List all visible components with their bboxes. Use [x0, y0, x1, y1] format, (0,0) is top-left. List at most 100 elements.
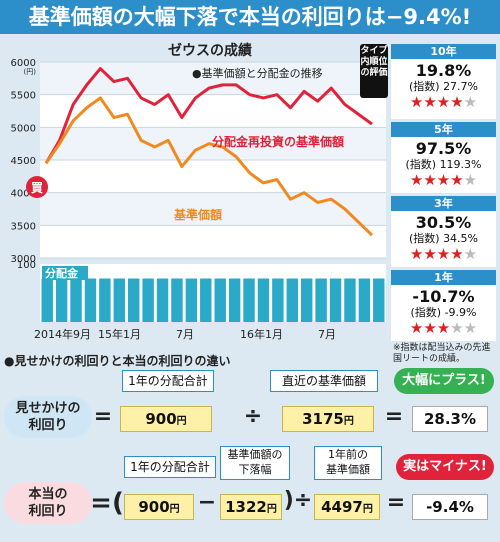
value: 3175	[302, 410, 344, 428]
unit: 円	[362, 504, 373, 515]
buy-marker-label: 買	[31, 181, 43, 195]
star-empty-icon: ★	[463, 171, 478, 189]
positive-bubble: 大幅にプラス!	[394, 368, 494, 394]
headline-banner: 基準価額の大幅下落で本当の利回りは−9.4%!	[0, 0, 500, 34]
panel-period: 3年	[391, 196, 496, 211]
dividend-bar	[243, 278, 255, 322]
chart-subtitle: ●基準価額と分配金の推移	[192, 66, 323, 80]
x-tick-label: 7月	[176, 328, 194, 341]
panel-index: (指数) 119.3%	[405, 158, 482, 171]
negative-bubble: 実はマイナス!	[396, 454, 494, 480]
star-filled-icon: ★	[409, 171, 424, 189]
apparent-result: 28.3%	[412, 406, 488, 432]
star-rating: ★★★★★	[391, 94, 496, 110]
dividend-bar	[171, 278, 183, 322]
star-filled-icon: ★	[436, 319, 451, 337]
panel-10y: 10年 19.8% (指数) 27.7% ★★★★★	[391, 44, 496, 119]
dividend-bar	[286, 278, 298, 322]
buy-marker	[26, 176, 48, 198]
panel-1y: 1年 -10.7% (指数) -9.9% ★★★★★	[391, 270, 496, 341]
dividend-bar	[301, 278, 313, 322]
y-tick-label: 6000	[11, 58, 36, 69]
star-filled-icon: ★	[436, 93, 451, 111]
apparent-yield-label: 見せかけの 利回り	[4, 396, 92, 438]
y-tick-label: 5000	[11, 123, 36, 134]
dividend-bar	[200, 278, 212, 322]
equals-sign: =	[384, 404, 404, 429]
dividend-bar	[113, 278, 125, 322]
star-empty-icon: ★	[463, 319, 478, 337]
callout-line: 1年前の	[328, 448, 368, 461]
panel-return: 97.5%	[415, 139, 472, 158]
panel-index: (指数) -9.9%	[410, 306, 477, 319]
dividend-bar	[329, 278, 342, 322]
y-tick-label: 4500	[11, 156, 36, 167]
dividend-callout: 1年の分配合計	[122, 370, 214, 392]
star-rating: ★★★★★	[391, 172, 496, 188]
star-filled-icon: ★	[450, 93, 464, 111]
panel-index: (指数) 27.7%	[408, 80, 479, 93]
label-line: 見せかけの	[15, 401, 81, 416]
panel-return: 19.8%	[415, 61, 472, 80]
star-rating: ★★★★★	[391, 246, 496, 262]
equals-sign: =	[93, 404, 113, 429]
comparison-section-title: ●見せかけの利回りと本当の利回りの違い	[4, 354, 231, 368]
unit: 円	[343, 416, 354, 427]
dividend-bar	[185, 278, 198, 322]
series-label: 分配金再投資の基準価額	[212, 134, 344, 149]
x-tick-label: 2014年9月	[34, 327, 91, 341]
minus-sign: −	[197, 490, 217, 515]
dividend-bar	[99, 278, 111, 322]
x-tick-label: 7月	[318, 328, 336, 341]
star-filled-icon: ★	[423, 93, 437, 111]
dividend-bar	[128, 278, 140, 322]
rating-tag: タイプ内順位の評価	[360, 44, 388, 98]
value: 900	[145, 410, 177, 428]
base-nav-line	[44, 96, 374, 237]
star-filled-icon: ★	[436, 245, 451, 263]
dividend-bar	[214, 278, 226, 322]
dividend-bar	[344, 278, 356, 322]
nav-value: 3175円	[282, 406, 374, 432]
bar-y-tick-label: 100	[17, 260, 36, 271]
star-empty-icon: ★	[463, 245, 478, 263]
value: 4497	[321, 498, 363, 516]
panel-return: 30.5%	[415, 213, 472, 232]
label-line: 利回り	[28, 418, 68, 433]
star-filled-icon: ★	[423, 319, 437, 337]
star-filled-icon: ★	[423, 245, 437, 263]
star-filled-icon: ★	[423, 171, 437, 189]
panel-index: (指数) 34.5%	[408, 232, 479, 245]
star-rating: ★★★★★	[391, 320, 496, 336]
panel-period: 1年	[391, 270, 496, 285]
star-filled-icon: ★	[450, 245, 464, 263]
y-tick-label: 5500	[11, 91, 36, 102]
divide-sign: ÷	[243, 404, 263, 429]
dividend-panel	[40, 264, 386, 322]
y-tick-label: 3500	[11, 221, 36, 232]
panel-period: 10年	[391, 44, 496, 59]
reinvested-nav-line	[44, 67, 373, 165]
chart-title: ゼウスの成績	[168, 43, 252, 59]
dividend-bar	[228, 278, 241, 322]
panel-5y: 5年 97.5% (指数) 119.3% ★★★★★	[391, 122, 496, 193]
panel-period: 5年	[391, 122, 496, 137]
prev-nav-value: 4497円	[314, 494, 380, 520]
real-result: -9.4%	[412, 494, 488, 520]
panel-return: -10.7%	[412, 287, 475, 306]
dividend-label-bg	[42, 266, 88, 280]
unit: 円	[176, 416, 187, 427]
x-tick-label: 15年1月	[98, 327, 141, 341]
panel-footnote: ※指数は配当込みの先進国リートの成績。	[393, 343, 491, 364]
callout-line: 基準価額の	[227, 448, 283, 461]
label-line: 本当の	[28, 487, 68, 502]
x-tick-label: 16年1月	[240, 327, 283, 341]
star-filled-icon: ★	[409, 319, 424, 337]
star-filled-icon: ★	[436, 171, 451, 189]
unit: 円	[169, 504, 180, 515]
equals-sign: =	[386, 490, 406, 515]
dividend-bar	[257, 278, 270, 322]
value: 900	[138, 498, 170, 516]
prev-nav-callout: 1年前の 基準価額	[314, 446, 382, 480]
